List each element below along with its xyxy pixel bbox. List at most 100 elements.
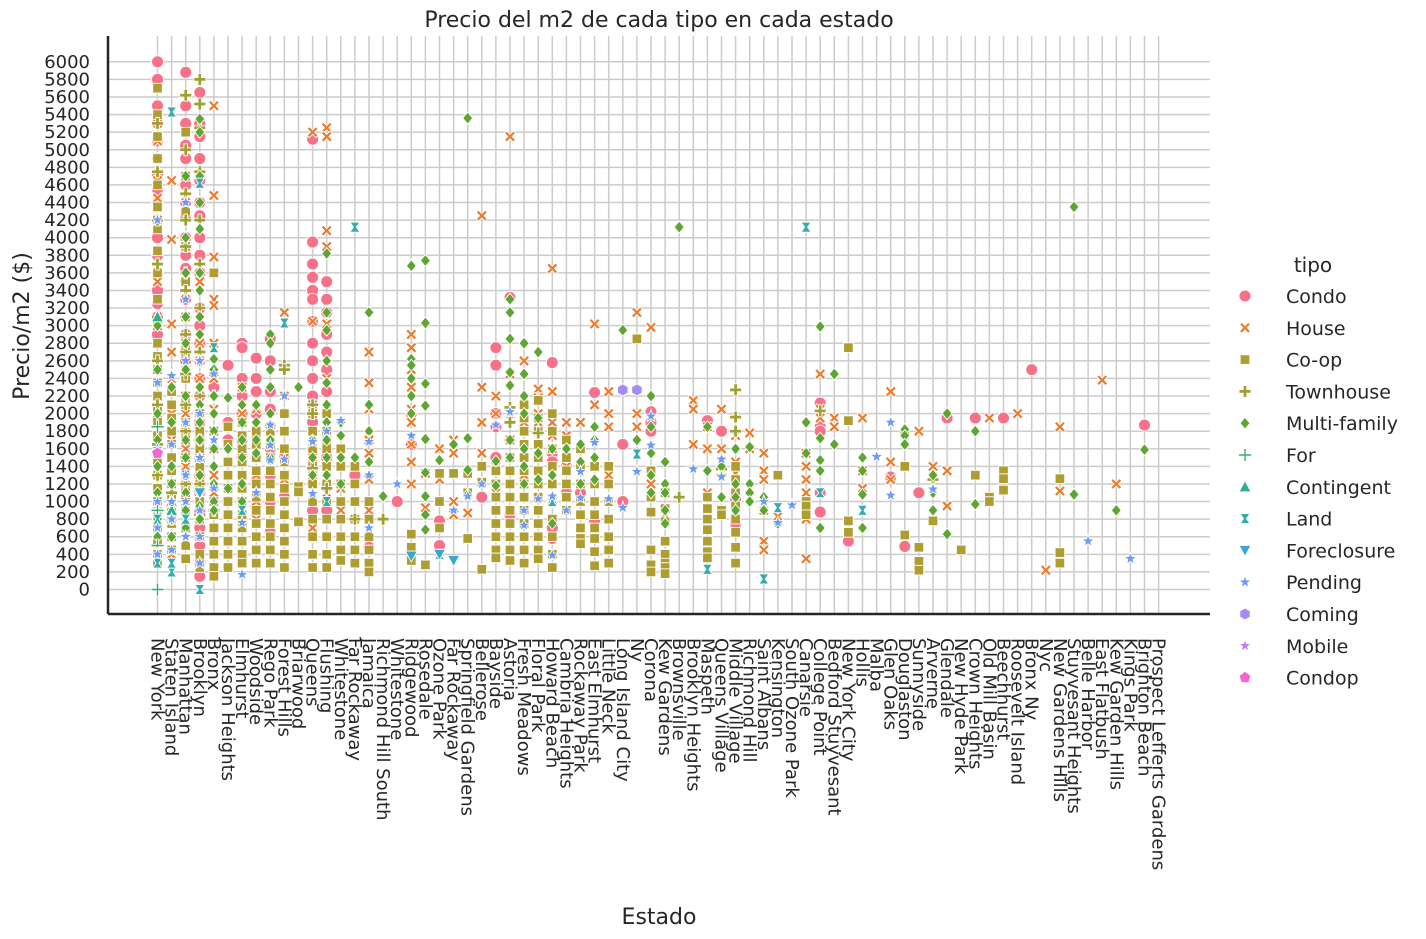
data-point xyxy=(630,306,644,319)
data-point xyxy=(744,494,756,509)
data-point xyxy=(180,310,192,324)
data-point xyxy=(1122,550,1138,566)
data-point xyxy=(757,464,770,477)
data-point xyxy=(589,509,600,520)
data-point xyxy=(729,410,743,424)
y-tick-label: 6000 xyxy=(44,52,90,73)
data-point xyxy=(208,267,220,279)
data-point xyxy=(363,496,375,507)
legend-item: Mobile xyxy=(1237,636,1348,658)
data-point xyxy=(630,420,644,433)
x-tick-label: Jackson Heights xyxy=(217,637,238,781)
x-tick-label: Queens Village xyxy=(711,638,732,773)
data-point xyxy=(405,358,417,372)
legend-item: For xyxy=(1238,445,1316,467)
data-point xyxy=(588,317,601,331)
x-tick-label: Nyc xyxy=(1035,638,1056,672)
data-point xyxy=(194,283,206,298)
data-point xyxy=(180,450,192,465)
data-point xyxy=(814,431,826,445)
x-tick-label: Prospect Lefferts Gardens xyxy=(1148,638,1169,870)
data-point xyxy=(560,416,573,429)
x-tick-label: Bayside xyxy=(485,638,506,709)
data-point xyxy=(716,509,727,520)
data-point xyxy=(165,106,178,118)
data-point xyxy=(248,485,264,500)
data-point xyxy=(644,321,658,334)
y-tick-label: 2000 xyxy=(44,404,90,425)
data-point xyxy=(165,233,178,246)
data-point xyxy=(955,544,967,556)
data-point xyxy=(702,503,713,514)
data-point xyxy=(307,513,318,525)
data-point xyxy=(856,521,869,535)
data-point xyxy=(178,414,194,429)
data-point xyxy=(547,408,558,419)
data-point xyxy=(701,464,713,478)
data-point xyxy=(249,351,263,365)
data-point xyxy=(489,358,503,372)
data-point xyxy=(307,468,319,482)
data-point xyxy=(518,531,530,542)
y-tick-label: 2200 xyxy=(44,386,90,407)
data-point xyxy=(813,505,827,519)
data-point xyxy=(546,516,558,531)
data-point xyxy=(913,556,925,567)
data-point xyxy=(504,518,516,529)
data-point xyxy=(843,342,854,353)
data-point xyxy=(532,505,544,516)
data-point xyxy=(194,380,206,394)
data-point xyxy=(518,406,530,421)
x-tick-label: Brooklyn Heights xyxy=(682,638,703,791)
y-tick-label: 600 xyxy=(56,527,90,548)
data-point xyxy=(984,496,995,507)
data-point xyxy=(321,562,332,573)
data-point xyxy=(672,490,686,504)
data-point xyxy=(166,399,177,411)
data-point xyxy=(320,130,333,143)
legend-marker xyxy=(1239,416,1251,430)
data-point xyxy=(405,328,418,341)
x-tick-label: Astoria xyxy=(499,638,520,701)
data-point xyxy=(179,513,192,525)
data-point xyxy=(419,501,432,514)
data-point xyxy=(518,557,530,569)
data-point xyxy=(589,546,600,557)
data-point xyxy=(912,486,926,500)
data-point xyxy=(532,531,544,542)
data-point xyxy=(236,450,248,465)
legend-item: Townhouse xyxy=(1238,381,1391,403)
data-point xyxy=(305,433,321,449)
data-point xyxy=(419,398,431,413)
data-point xyxy=(320,496,333,507)
data-point xyxy=(926,460,940,473)
data-point xyxy=(843,515,854,527)
data-point xyxy=(898,539,912,553)
data-point xyxy=(631,333,643,345)
data-point xyxy=(516,502,532,517)
x-tick-label: New Gardens Hills xyxy=(1049,638,1070,802)
data-point xyxy=(194,222,206,236)
x-tick-label: Stuyvesant Heights xyxy=(1063,638,1084,814)
data-point xyxy=(631,383,643,397)
data-points xyxy=(150,55,1151,597)
data-point xyxy=(1039,564,1052,577)
data-point xyxy=(516,517,532,532)
data-point xyxy=(222,535,234,547)
data-point xyxy=(883,487,899,502)
data-point xyxy=(419,508,431,522)
data-point xyxy=(475,381,488,394)
legend-marker xyxy=(1238,544,1252,558)
data-point xyxy=(758,503,770,518)
data-point xyxy=(659,568,671,579)
data-point xyxy=(265,505,276,516)
data-point xyxy=(504,531,516,542)
x-tick-label: Bronx Ny xyxy=(1021,638,1042,721)
y-tick-label: 5600 xyxy=(44,87,90,108)
data-point xyxy=(448,437,460,452)
legend-item: Foreclosure xyxy=(1238,540,1395,562)
data-point xyxy=(250,531,262,542)
x-tick-label: Canarsie xyxy=(795,638,816,717)
data-point xyxy=(262,437,278,452)
data-point xyxy=(997,411,1010,425)
